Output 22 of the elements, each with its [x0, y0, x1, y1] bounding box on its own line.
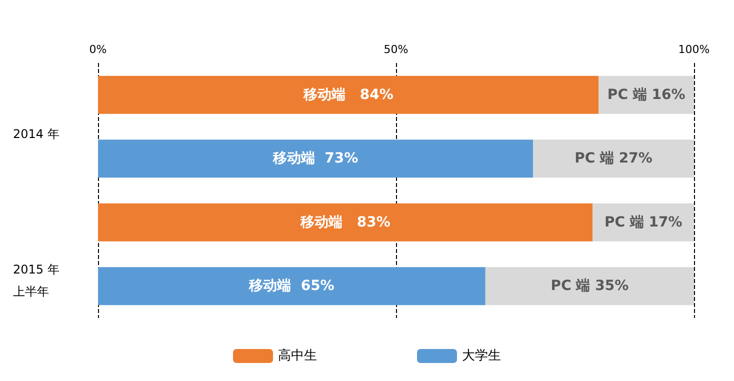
data-label: 移动端 83%: [299, 214, 390, 230]
x-tick-label: 100%: [678, 43, 710, 56]
bar: [98, 203, 593, 242]
data-label: 移动端 73%: [272, 150, 358, 167]
text: 上半年: [13, 284, 49, 298]
x-tick-label: 50%: [384, 43, 408, 56]
bar: [533, 140, 694, 178]
data-label: 移动端 65%: [248, 278, 334, 294]
text: 2014 年: [13, 126, 60, 141]
bar: [98, 267, 486, 306]
legend-label: 大学生: [462, 348, 501, 364]
bar: [98, 140, 534, 178]
bar: [98, 76, 599, 114]
data-label: 移动端 84%: [302, 86, 394, 103]
bar: [485, 267, 694, 306]
data-label: PC 端 27%: [574, 150, 652, 167]
data-label: PC 端 17%: [604, 214, 682, 230]
data-label: PC 端 35%: [550, 278, 629, 294]
data-label: PC 端 16%: [607, 86, 686, 103]
text: 2015 年: [13, 262, 60, 276]
x-tick-label: 0%: [89, 43, 107, 56]
legend-label: 高中生: [278, 348, 317, 364]
